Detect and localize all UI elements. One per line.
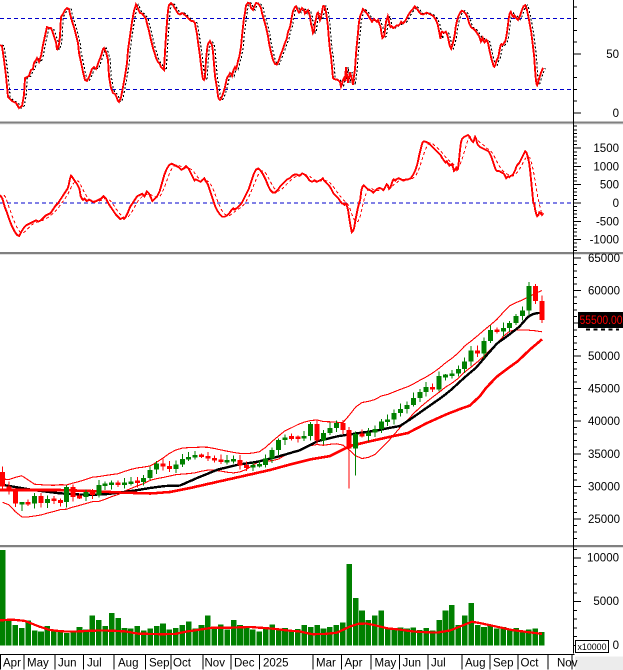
svg-text:Sep: Sep (493, 658, 513, 670)
svg-text:55500.00: 55500.00 (580, 315, 623, 327)
svg-text:50000: 50000 (588, 351, 620, 363)
svg-text:Aug: Aug (118, 658, 138, 670)
svg-text:1500: 1500 (593, 143, 619, 155)
svg-text:Aug: Aug (465, 658, 485, 670)
svg-text:x10000: x10000 (578, 642, 607, 653)
svg-text:-1000: -1000 (590, 235, 619, 247)
svg-text:5000: 5000 (593, 596, 619, 608)
svg-text:10000: 10000 (587, 553, 619, 565)
svg-text:50: 50 (606, 49, 619, 61)
svg-text:Oct: Oct (521, 658, 540, 670)
svg-text:Oct: Oct (173, 658, 192, 670)
svg-text:Apr: Apr (345, 658, 363, 670)
svg-text:60000: 60000 (588, 286, 620, 298)
svg-text:May: May (27, 658, 49, 670)
svg-text:0: 0 (613, 108, 619, 120)
svg-text:Mar: Mar (316, 658, 336, 670)
svg-text:65000: 65000 (588, 253, 620, 265)
svg-text:Nov: Nov (557, 658, 578, 670)
svg-text:2025: 2025 (263, 658, 289, 670)
svg-text:Jul: Jul (87, 658, 102, 670)
svg-text:0: 0 (613, 640, 619, 652)
svg-text:Jul: Jul (431, 658, 446, 670)
svg-text:0: 0 (613, 198, 619, 210)
svg-text:40000: 40000 (588, 416, 620, 428)
svg-text:500: 500 (600, 180, 619, 192)
svg-text:May: May (375, 658, 397, 670)
svg-text:30000: 30000 (588, 481, 620, 493)
svg-text:Apr: Apr (3, 658, 21, 670)
svg-text:Sep: Sep (149, 658, 169, 670)
svg-text:Jun: Jun (403, 658, 422, 670)
svg-text:Jun: Jun (58, 658, 77, 670)
svg-text:1000: 1000 (593, 161, 619, 173)
svg-text:-500: -500 (596, 216, 619, 228)
svg-text:25000: 25000 (588, 514, 620, 526)
svg-text:Nov: Nov (205, 658, 226, 670)
svg-text:35000: 35000 (588, 449, 620, 461)
svg-text:Dec: Dec (234, 658, 255, 670)
svg-text:45000: 45000 (588, 384, 620, 396)
